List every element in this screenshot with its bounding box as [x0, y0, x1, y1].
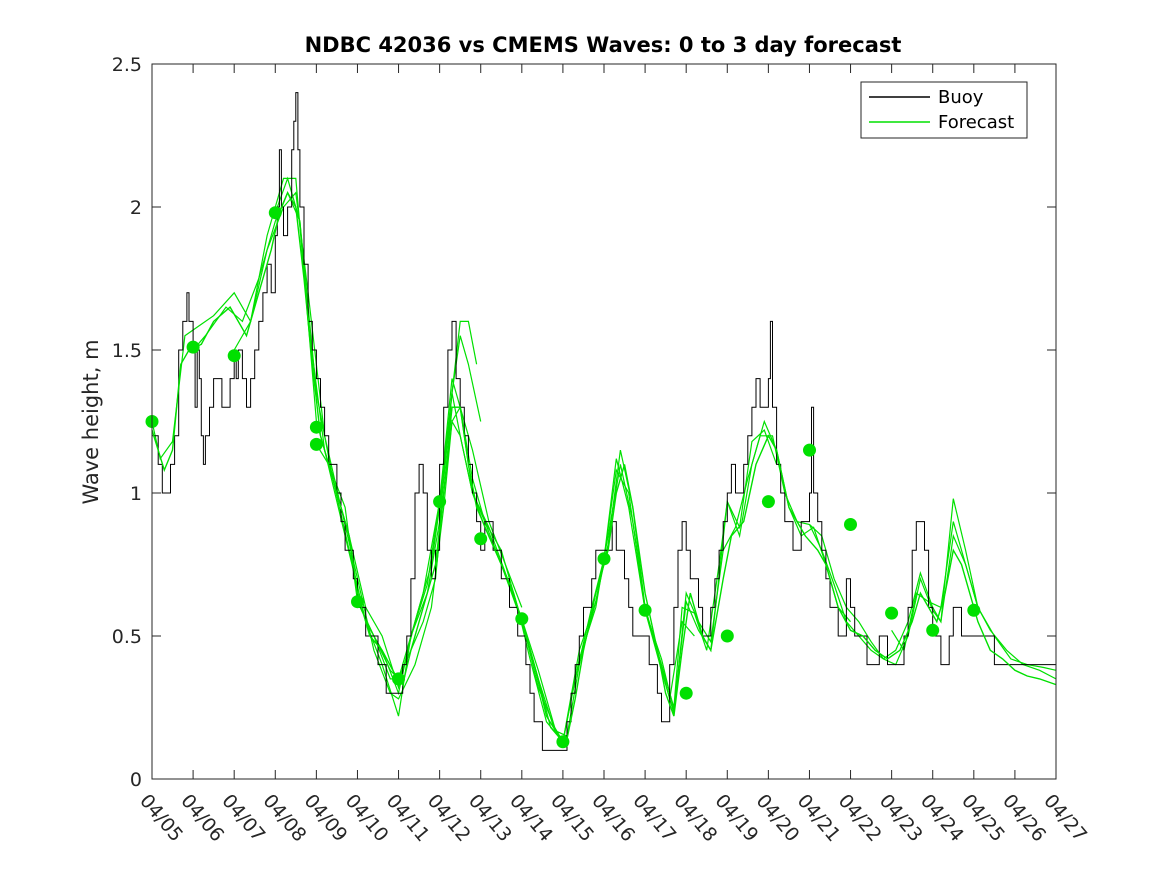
forecast-marker-point: [844, 518, 857, 531]
forecast-marker-point: [926, 623, 940, 637]
x-tick-label: 04/07: [217, 790, 269, 846]
forecast-series: [151, 191, 1057, 740]
forecast-line: [151, 191, 1057, 740]
forecast-marker-point: [679, 686, 693, 700]
forecast-marker-point: [227, 349, 241, 363]
forecast-marker-point: [885, 606, 899, 620]
x-tick-label: 04/19: [710, 790, 762, 846]
forecast-marker-point: [268, 206, 282, 220]
legend-label-forecast: Forecast: [938, 112, 1014, 133]
x-tick-label: 04/10: [341, 790, 393, 846]
x-tick-label: 04/22: [834, 790, 886, 846]
legend-label-buoy: Buoy: [938, 87, 984, 108]
x-tick-label: 04/23: [875, 790, 927, 846]
forecast-marker-point: [556, 735, 570, 749]
y-tick-label: 1: [130, 483, 142, 505]
forecast-marker-point: [967, 603, 981, 617]
x-tick-label: 04/08: [258, 790, 310, 846]
legend-box: [860, 81, 1028, 139]
forecast-marker-point: [309, 437, 323, 451]
forecast-marker-point: [351, 595, 364, 609]
forecast-run-line: [644, 435, 979, 714]
forecast-markers: [145, 206, 981, 749]
forecast-marker-point: [515, 612, 529, 626]
buoy-line: [152, 92, 1056, 751]
x-tick-label: 04/26: [998, 790, 1050, 846]
x-tick-label: 04/16: [587, 790, 639, 846]
x-tick-label: 04/27: [1039, 790, 1091, 846]
forecast-marker-point: [474, 532, 488, 546]
x-tick-label: 04/25: [957, 790, 1009, 846]
forecast-marker-point: [433, 495, 447, 509]
x-tick-label: 04/17: [628, 790, 680, 846]
x-tick-label: 04/09: [300, 790, 352, 846]
forecast-marker-point: [309, 420, 323, 434]
plot-area: [145, 63, 1057, 780]
y-axis-label: Wave height, m: [79, 339, 103, 504]
forecast-marker-point: [761, 495, 775, 509]
chart-title: NDBC 42036 vs CMEMS Waves: 0 to 3 day fo…: [305, 33, 902, 57]
y-tick-label: 1.5: [112, 340, 142, 362]
x-tick-label: 04/20: [752, 790, 804, 846]
x-tick-label: 04/13: [464, 790, 516, 846]
y-tick-label: 0: [130, 769, 142, 791]
forecast-marker-point: [638, 603, 652, 617]
x-tick-label: 04/18: [669, 790, 721, 846]
x-tick-label: 04/15: [546, 790, 598, 846]
forecast-marker-point: [803, 443, 816, 457]
forecast-marker-point: [186, 340, 200, 354]
forecast-marker-point: [720, 629, 734, 643]
x-tick-label: 04/05: [135, 790, 187, 846]
buoy-series: [152, 92, 1056, 751]
forecast-marker-point: [597, 552, 611, 566]
legend: Buoy Forecast: [860, 81, 1028, 139]
y-tick-label: 2: [130, 197, 142, 219]
x-tick-label: 04/06: [176, 790, 228, 846]
plot-background: [152, 64, 1056, 779]
y-axis-ticks: 0 0.5 1 1.5 2 2.5: [112, 54, 1056, 791]
y-tick-label: 2.5: [112, 54, 142, 76]
forecast-run-line: [809, 498, 1057, 680]
forecast-marker-point: [392, 672, 405, 686]
y-tick-label: 0.5: [112, 626, 142, 648]
x-tick-label: 04/14: [505, 790, 557, 846]
x-tick-label: 04/21: [793, 790, 845, 846]
x-tick-label: 04/24: [916, 790, 968, 846]
x-tick-label: 04/11: [382, 790, 434, 846]
x-tick-label: 04/12: [423, 790, 475, 846]
